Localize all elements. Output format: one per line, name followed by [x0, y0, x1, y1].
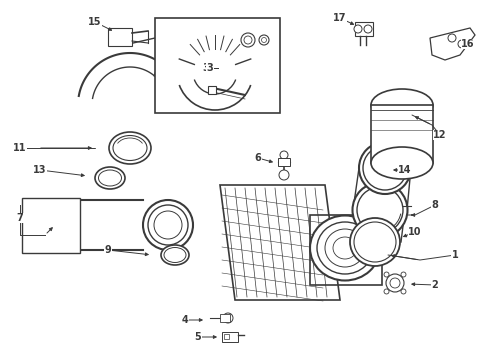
Circle shape — [262, 37, 267, 42]
Ellipse shape — [357, 187, 403, 233]
Ellipse shape — [161, 245, 189, 265]
Ellipse shape — [317, 222, 373, 274]
Ellipse shape — [95, 167, 125, 189]
Ellipse shape — [333, 237, 357, 259]
Circle shape — [223, 313, 233, 323]
Circle shape — [280, 151, 288, 159]
Circle shape — [384, 272, 389, 277]
Circle shape — [364, 25, 372, 33]
Circle shape — [401, 272, 406, 277]
Circle shape — [390, 278, 400, 288]
Ellipse shape — [154, 211, 182, 239]
Text: 6: 6 — [255, 153, 261, 163]
Text: 7: 7 — [17, 213, 24, 223]
Text: 8: 8 — [432, 200, 439, 210]
Ellipse shape — [113, 135, 147, 161]
Text: 17: 17 — [333, 13, 347, 23]
Bar — [155, 18, 280, 113]
Circle shape — [448, 34, 456, 42]
Ellipse shape — [143, 200, 193, 250]
Polygon shape — [430, 28, 475, 60]
Text: 15: 15 — [88, 17, 102, 27]
Circle shape — [279, 170, 289, 180]
Ellipse shape — [371, 89, 433, 121]
Bar — [208, 86, 216, 94]
Circle shape — [386, 274, 404, 292]
Text: 3: 3 — [207, 63, 213, 73]
Text: 10: 10 — [408, 227, 422, 237]
Text: 16: 16 — [461, 39, 475, 49]
Bar — [310, 215, 382, 285]
Circle shape — [354, 25, 362, 33]
Circle shape — [458, 40, 466, 48]
Circle shape — [259, 35, 269, 45]
Ellipse shape — [325, 229, 365, 267]
Ellipse shape — [148, 205, 188, 245]
Text: 1: 1 — [452, 250, 458, 260]
Text: 4: 4 — [182, 315, 188, 325]
Text: 14: 14 — [398, 165, 412, 175]
Bar — [355, 22, 373, 36]
Ellipse shape — [164, 248, 186, 262]
Ellipse shape — [98, 170, 122, 186]
Circle shape — [241, 33, 255, 47]
Circle shape — [244, 36, 252, 44]
Bar — [108, 28, 132, 46]
Ellipse shape — [363, 146, 407, 190]
Text: 3: 3 — [203, 63, 210, 73]
Ellipse shape — [354, 222, 396, 262]
Bar — [224, 334, 229, 339]
Bar — [222, 332, 238, 342]
Bar — [278, 158, 290, 166]
Text: 9: 9 — [105, 245, 111, 255]
Text: 13: 13 — [33, 165, 47, 175]
Text: 2: 2 — [432, 280, 439, 290]
Ellipse shape — [350, 218, 400, 266]
Ellipse shape — [371, 147, 433, 179]
Ellipse shape — [310, 216, 380, 280]
Text: 12: 12 — [433, 130, 447, 140]
Text: 7: 7 — [17, 213, 24, 223]
Bar — [371, 105, 433, 163]
Polygon shape — [220, 185, 340, 300]
Circle shape — [401, 289, 406, 294]
Ellipse shape — [352, 183, 408, 238]
Ellipse shape — [359, 142, 411, 194]
Circle shape — [384, 289, 389, 294]
Text: 11: 11 — [13, 143, 27, 153]
Bar — [220, 314, 230, 322]
Ellipse shape — [109, 132, 151, 164]
Bar — [22, 198, 80, 253]
Text: 5: 5 — [195, 332, 201, 342]
